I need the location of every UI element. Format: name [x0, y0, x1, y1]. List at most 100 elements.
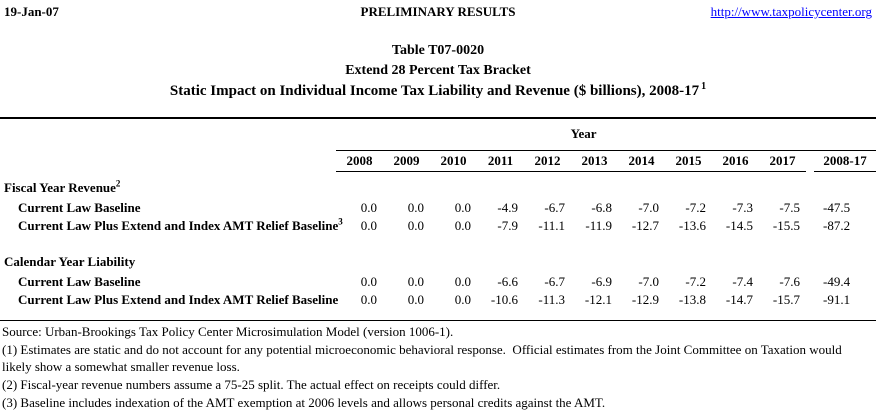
row-label-text: Current Law Baseline — [18, 200, 141, 215]
year-column-header: 2015 — [665, 150, 712, 172]
title-description-text: Static Impact on Individual Income Tax L… — [169, 83, 700, 99]
value-cell: 0.0 — [407, 274, 424, 289]
total-value-cell: -91.1 — [823, 292, 851, 307]
value-cell: -13.6 — [678, 218, 706, 233]
year-group-header: Year — [336, 119, 876, 151]
value-cell: -6.9 — [591, 274, 612, 289]
value-cell: -15.5 — [772, 218, 800, 233]
row-label: Current Law Plus Extend and Index AMT Re… — [0, 217, 343, 235]
value-cell: 0.0 — [454, 218, 471, 233]
table-row: Current Law Plus Extend and Index AMT Re… — [0, 291, 876, 309]
year-column-header: 2009 — [383, 150, 430, 172]
footnote-1: (1) Estimates are static and do not acco… — [2, 341, 842, 357]
taxpolicycenter-link[interactable]: http://www.taxpolicycenter.org — [710, 4, 873, 19]
column-header-row: 2008 2009 2010 2011 2012 2013 2014 2015 … — [0, 150, 876, 172]
table-row: Current Law Baseline 0.0 0.0 0.0 -4.9 -6… — [0, 199, 876, 217]
title-footnote-ref: 1 — [701, 81, 707, 92]
year-column-header: 2016 — [712, 150, 759, 172]
spacer-row — [0, 235, 876, 251]
year-column-header: 2011 — [477, 150, 524, 172]
value-cell: -13.8 — [678, 292, 706, 307]
year-column-header: 2014 — [618, 150, 665, 172]
page-header: 19-Jan-07 PRELIMINARY RESULTS http://www… — [0, 0, 876, 20]
section-footnote-ref: 2 — [115, 178, 121, 189]
value-cell: -10.6 — [490, 292, 518, 307]
value-cell: 0.0 — [454, 200, 471, 215]
empty-cells — [336, 251, 876, 273]
year-column-header: 2012 — [524, 150, 571, 172]
value-cell: -12.9 — [631, 292, 659, 307]
value-cell: -7.0 — [638, 274, 659, 289]
empty-cells — [336, 171, 876, 199]
value-cell: 0.0 — [360, 200, 377, 215]
row-label: Current Law Baseline — [0, 273, 336, 291]
year-column-header: 2013 — [571, 150, 618, 172]
title-table-number: Table T07-0020 — [391, 43, 485, 58]
section-heading-row: Calendar Year Liability — [0, 251, 876, 273]
year-column-header: 2010 — [430, 150, 477, 172]
row-label-text: Current Law Plus Extend and Index AMT Re… — [18, 218, 339, 233]
value-cell: -7.2 — [685, 274, 706, 289]
value-cell: -14.5 — [725, 218, 753, 233]
total-column-header: 2008-17 — [814, 150, 876, 172]
empty-corner-cell — [0, 150, 336, 171]
value-cell: -15.7 — [772, 292, 800, 307]
bottom-rule — [0, 320, 876, 321]
footnote-3: (3) Baseline includes indexation of the … — [2, 394, 606, 410]
value-cell: -4.9 — [497, 200, 518, 215]
preliminary-results-text: PRELIMINARY RESULTS — [360, 4, 516, 19]
value-cell: -12.7 — [631, 218, 659, 233]
value-cell: 0.0 — [407, 218, 424, 233]
value-cell: 0.0 — [454, 292, 471, 307]
value-cell: -14.7 — [725, 292, 753, 307]
column-gap — [806, 150, 814, 171]
footnote-2: (2) Fiscal-year revenue numbers assume a… — [2, 377, 501, 393]
value-cell: -7.0 — [638, 200, 659, 215]
source-note: Source: Urban-Brookings Tax Policy Cente… — [2, 324, 454, 339]
value-cell: -6.6 — [497, 274, 518, 289]
row-footnote-ref: 3 — [338, 216, 343, 227]
section-heading-text: Fiscal Year Revenue — [4, 180, 116, 195]
value-cell: -7.2 — [685, 200, 706, 215]
total-value-cell: -47.5 — [823, 200, 851, 215]
title-description: Static Impact on Individual Income Tax L… — [0, 81, 876, 100]
link-container: http://www.taxpolicycenter.org — [516, 4, 873, 20]
value-cell: -11.1 — [538, 218, 565, 233]
column-gap — [806, 273, 814, 291]
date-text: 19-Jan-07 — [4, 4, 59, 19]
total-value-cell: -49.4 — [823, 274, 851, 289]
value-cell: -7.5 — [779, 200, 800, 215]
section-heading-text: Calendar Year Liability — [4, 254, 136, 269]
value-cell: -12.1 — [584, 292, 612, 307]
section-heading-row: Fiscal Year Revenue2 — [0, 171, 876, 199]
section-heading: Calendar Year Liability — [0, 251, 336, 273]
value-cell: 0.0 — [360, 292, 377, 307]
value-cell: -11.3 — [538, 292, 565, 307]
value-cell: -6.8 — [591, 200, 612, 215]
footnotes: Source: Urban-Brookings Tax Policy Cente… — [0, 321, 876, 412]
value-cell: -7.3 — [732, 200, 753, 215]
value-cell: -6.7 — [544, 200, 565, 215]
value-cell: -11.9 — [585, 218, 612, 233]
value-cell: 0.0 — [360, 218, 377, 233]
value-cell: 0.0 — [407, 292, 424, 307]
value-cell: -7.9 — [497, 218, 518, 233]
year-group-row: Year — [0, 119, 876, 151]
year-column-header: 2008 — [336, 150, 383, 172]
results-table: Year 2008 2009 2010 2011 2012 2013 2014 … — [0, 119, 876, 309]
value-cell: -6.7 — [544, 274, 565, 289]
total-value-cell: -87.2 — [823, 218, 851, 233]
section-heading: Fiscal Year Revenue2 — [0, 171, 336, 199]
year-column-header: 2017 — [759, 150, 806, 172]
column-gap — [806, 217, 814, 235]
row-label: Current Law Baseline — [0, 199, 336, 217]
footnote-1-continued: likely show a somewhat smaller revenue l… — [2, 359, 240, 375]
column-gap — [806, 291, 814, 309]
value-cell: 0.0 — [360, 274, 377, 289]
row-label-text: Current Law Plus Extend and Index AMT Re… — [18, 292, 339, 307]
title-subject: Extend 28 Percent Tax Bracket — [345, 63, 531, 78]
value-cell: 0.0 — [407, 200, 424, 215]
table-row: Current Law Plus Extend and Index AMT Re… — [0, 217, 876, 235]
row-label-text: Current Law Baseline — [18, 274, 141, 289]
value-cell: -7.6 — [779, 274, 800, 289]
